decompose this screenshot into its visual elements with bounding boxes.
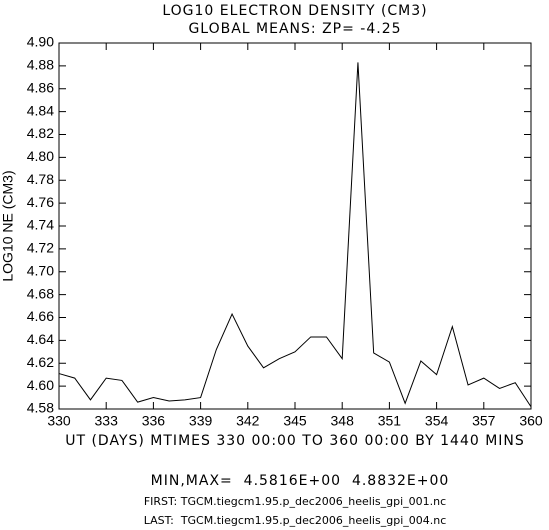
y-tick-label: 4.76 [27, 194, 54, 210]
y-tick-label: 4.64 [27, 331, 54, 347]
y-tick-label: 4.88 [27, 57, 54, 73]
annotation: LAST: TGCM.tiegcm1.95.p_dec2006_heelis_g… [144, 514, 447, 527]
y-tick-label: 4.80 [27, 148, 54, 164]
y-tick-label: 4.74 [27, 217, 54, 233]
data-line [58, 62, 532, 407]
y-tick-label: 4.82 [27, 125, 54, 141]
x-tick-label: 360 [519, 413, 543, 429]
y-tick-label: 4.78 [27, 171, 54, 187]
x-tick-label: 348 [331, 413, 355, 429]
chart-title: LOG10 ELECTRON DENSITY (CM3) [162, 3, 427, 19]
x-tick-label: 354 [425, 413, 449, 429]
x-tick-label: 333 [95, 413, 119, 429]
y-tick-label: 4.90 [27, 34, 54, 50]
y-tick-label: 4.66 [27, 308, 54, 324]
x-tick-label: 336 [142, 413, 166, 429]
x-tick-label: 351 [378, 413, 402, 429]
x-tick-label: 339 [189, 413, 213, 429]
chart-subtitle: GLOBAL MEANS: ZP= -4.25 [188, 21, 401, 37]
x-tick-label: 345 [283, 413, 307, 429]
y-axis-label: LOG10 NE (CM3) [0, 170, 16, 281]
y-tick-label: 4.86 [27, 79, 54, 95]
y-tick-label: 4.70 [27, 262, 54, 278]
y-tick-label: 4.72 [27, 240, 54, 256]
y-tick-label: 4.60 [27, 377, 54, 393]
x-tick-label: 342 [236, 413, 260, 429]
y-tick-label: 4.58 [27, 400, 54, 416]
annotation: MIN,MAX= 4.5816E+00 4.8832E+00 [151, 473, 450, 489]
y-tick-label: 4.68 [27, 285, 54, 301]
y-tick-label: 4.84 [27, 102, 54, 118]
x-tick-label: 357 [472, 413, 496, 429]
y-tick-label: 4.62 [27, 354, 54, 370]
x-axis-label: UT (DAYS) MTIMES 330 00:00 TO 360 00:00 … [65, 433, 525, 449]
x-tick-label: 330 [47, 413, 71, 429]
annotation: FIRST: TGCM.tiegcm1.95.p_dec2006_heelis_… [144, 495, 446, 508]
